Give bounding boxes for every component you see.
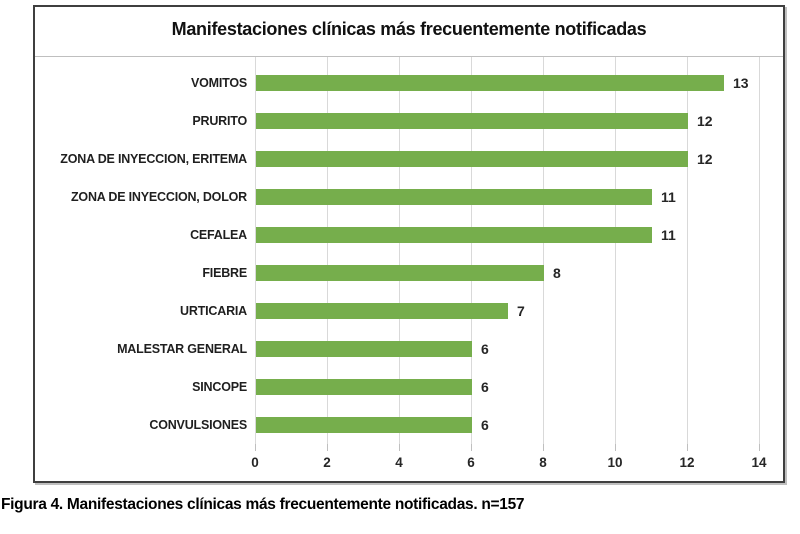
category-label: CEFALEA [190,228,247,242]
category-label: CONVULSIONES [149,418,247,432]
tick-mark-x-8 [543,444,544,451]
bar [256,379,472,395]
value-label: 13 [733,75,749,91]
chart-title: Manifestaciones clínicas más frecuenteme… [171,19,647,39]
gridline-x-12 [687,57,688,444]
bar [256,151,688,167]
figure-caption: Figura 4. Manifestaciones clínicas más f… [1,496,525,513]
category-label: VOMITOS [190,76,247,90]
gridline-x-14 [759,57,760,444]
x-tick-label-12: 12 [679,455,695,470]
chart-row: URTICARIA 7 [35,292,783,330]
category-label: SINCOPE [192,380,247,394]
x-tick-label-6: 6 [467,455,475,470]
chart-row: ZONA DE INYECCION, ERITEMA 12 [35,140,783,178]
x-tick-label-2: 2 [323,455,331,470]
value-label: 12 [697,113,713,129]
chart-row: ZONA DE INYECCION, DOLOR 11 [35,178,783,216]
value-label: 6 [481,417,489,433]
tick-mark-x-10 [615,444,616,451]
gridline-x-2 [327,57,328,444]
category-label: PRURITO [192,114,247,128]
tick-mark-x-12 [687,444,688,451]
bar [256,341,472,357]
chart-row: CONVULSIONES 6 [35,406,783,444]
gridline-x-10 [615,57,616,444]
category-label: URTICARIA [180,304,247,318]
bar [256,75,724,91]
chart-row: SINCOPE 6 [35,368,783,406]
bar [256,113,688,129]
bar [256,265,544,281]
chart-row: VOMITOS 13 [35,64,783,102]
gridline-x-4 [399,57,400,444]
gridline-x-0 [255,57,256,444]
category-label: FIEBRE [202,266,247,280]
x-tick-label-10: 10 [607,455,623,470]
chart-row: CEFALEA 11 [35,216,783,254]
bar [256,227,652,243]
tick-mark-x-14 [759,444,760,451]
gridline-x-6 [471,57,472,444]
title-divider [35,56,783,57]
category-label: ZONA DE INYECCION, ERITEMA [60,152,247,166]
chart-row: MALESTAR GENERAL 6 [35,330,783,368]
value-label: 7 [517,303,525,319]
tick-mark-x-2 [327,444,328,451]
bar [256,303,508,319]
chart-row: FIEBRE 8 [35,254,783,292]
tick-mark-x-4 [399,444,400,451]
x-tick-label-8: 8 [539,455,547,470]
plot-area: VOMITOS 13 PRURITO 12 ZONA DE INYECCION, ERI… [35,57,783,481]
category-label: ZONA DE INYECCION, DOLOR [71,190,247,204]
value-label: 8 [553,265,561,281]
x-tick-label-14: 14 [751,455,767,470]
value-label: 6 [481,341,489,357]
chart-frame: Manifestaciones clínicas más frecuenteme… [33,5,785,483]
chart-row: PRURITO 12 [35,102,783,140]
tick-mark-x-6 [471,444,472,451]
value-label: 12 [697,151,713,167]
x-tick-label-0: 0 [251,455,259,470]
category-label: MALESTAR GENERAL [117,342,247,356]
value-label: 11 [661,189,676,205]
gridline-x-8 [543,57,544,444]
bar [256,417,472,433]
value-label: 11 [661,227,676,243]
value-label: 6 [481,379,489,395]
tick-mark-x-0 [255,444,256,451]
x-tick-label-4: 4 [395,455,403,470]
bar [256,189,652,205]
